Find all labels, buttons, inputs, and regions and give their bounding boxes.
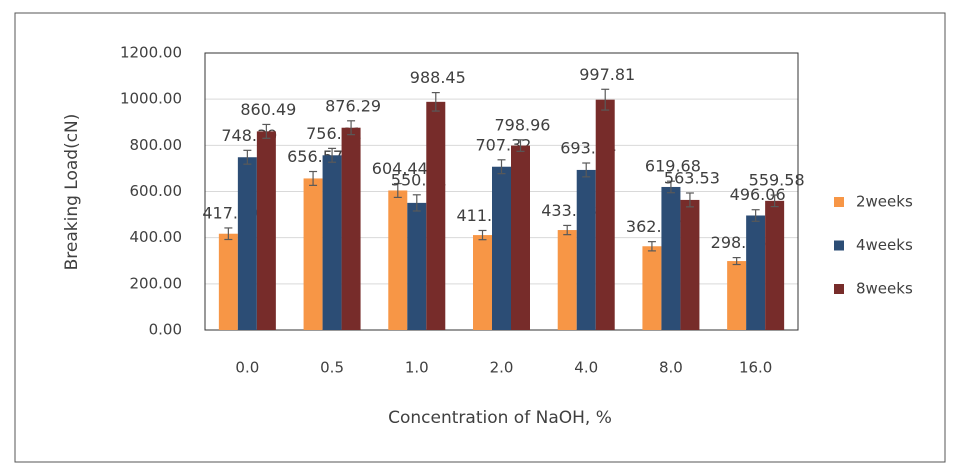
x-tick-label: 2.0 bbox=[490, 359, 514, 377]
bar bbox=[256, 131, 276, 330]
legend-label: 4weeks bbox=[856, 236, 913, 254]
data-label: 619.68 bbox=[645, 157, 701, 176]
x-tick-label: 16.0 bbox=[739, 359, 772, 377]
legend-swatch bbox=[834, 197, 844, 207]
x-tick-label: 1.0 bbox=[405, 359, 429, 377]
data-label: 563.53 bbox=[664, 168, 720, 187]
x-tick-label: 0.0 bbox=[235, 359, 259, 377]
bar bbox=[727, 261, 747, 330]
x-tick-label: 8.0 bbox=[659, 359, 683, 377]
x-tick-label: 4.0 bbox=[574, 359, 598, 377]
x-tick-label: 0.5 bbox=[320, 359, 344, 377]
bar bbox=[511, 145, 530, 330]
y-tick-label: 1000.00 bbox=[120, 90, 182, 108]
data-label: 496.06 bbox=[730, 185, 786, 204]
y-axis-title: Breaking Load(cN) bbox=[62, 114, 82, 271]
data-label: 860.49 bbox=[240, 100, 296, 119]
bar bbox=[407, 202, 427, 330]
data-label: 997.81 bbox=[579, 65, 635, 84]
bar bbox=[557, 230, 577, 330]
data-label: 559.58 bbox=[749, 171, 805, 190]
y-tick-label: 800.00 bbox=[130, 136, 183, 154]
bar bbox=[765, 200, 785, 330]
y-tick-label: 600.00 bbox=[130, 182, 183, 200]
bar bbox=[680, 199, 700, 330]
bar bbox=[746, 215, 766, 330]
y-tick-label: 0.00 bbox=[149, 321, 182, 339]
bar bbox=[492, 166, 511, 330]
legend-swatch bbox=[834, 284, 844, 294]
bar bbox=[642, 246, 662, 330]
data-label: 876.29 bbox=[325, 96, 381, 115]
data-label: 798.96 bbox=[495, 115, 551, 134]
bar bbox=[237, 157, 257, 330]
data-label: 604.44 bbox=[372, 159, 428, 178]
bar bbox=[388, 190, 408, 330]
bar bbox=[426, 101, 446, 330]
y-tick-label: 400.00 bbox=[130, 228, 183, 246]
y-tick-label: 200.00 bbox=[130, 274, 183, 292]
y-tick-label: 1200.00 bbox=[120, 44, 182, 62]
bar bbox=[595, 99, 615, 331]
data-label: 988.45 bbox=[410, 68, 466, 87]
legend-swatch bbox=[834, 240, 844, 251]
legend-label: 8weeks bbox=[856, 280, 913, 298]
x-axis-title: Concentration of NaOH, % bbox=[388, 408, 612, 428]
bar bbox=[322, 155, 342, 330]
bar bbox=[218, 233, 238, 330]
bar bbox=[341, 127, 361, 331]
bar bbox=[303, 178, 323, 330]
bar bbox=[661, 186, 681, 330]
legend-label: 2weeks bbox=[856, 193, 913, 211]
bar bbox=[576, 169, 596, 330]
bar bbox=[473, 235, 492, 330]
